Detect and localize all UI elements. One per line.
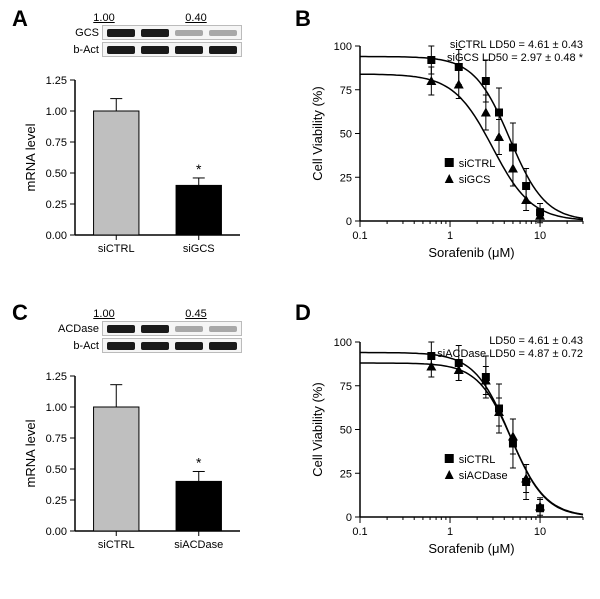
svg-text:siCTRL: siCTRL <box>459 454 496 466</box>
svg-text:mRNA level: mRNA level <box>23 419 38 487</box>
svg-text:siACDase: siACDase <box>459 470 508 482</box>
svg-text:Sorafenib (μM): Sorafenib (μM) <box>428 245 514 260</box>
bar-chart-c: 0.00 0.25 0.50 0.75 1.00 1.25 mRNA level siCTRL… <box>20 366 250 561</box>
svg-text:siCTRL LD50 = 4.61 ± 0.43: siCTRL LD50 = 4.61 ± 0.43 <box>450 39 583 51</box>
blot-c: 1.000.45ACDaseb-Act <box>58 308 242 355</box>
panel-label-d: D <box>295 300 311 326</box>
svg-text:Sorafenib (μM): Sorafenib (μM) <box>428 541 514 556</box>
svg-text:0.00: 0.00 <box>46 526 67 538</box>
svg-text:siGCS: siGCS <box>183 243 215 255</box>
svg-text:LD50 = 4.61 ± 0.43: LD50 = 4.61 ± 0.43 <box>489 335 583 347</box>
svg-text:1: 1 <box>447 230 453 242</box>
svg-text:Cell Viability (%): Cell Viability (%) <box>310 86 325 180</box>
svg-text:0.25: 0.25 <box>46 495 67 507</box>
svg-text:1: 1 <box>447 526 453 538</box>
svg-text:75: 75 <box>340 85 352 97</box>
svg-text:0: 0 <box>346 216 352 228</box>
dose-response-b: 0 25 50 75 100 Cell Viability (%) 0.1 1 10 Sorafe… <box>305 28 595 268</box>
svg-text:0.25: 0.25 <box>46 199 67 211</box>
svg-text:50: 50 <box>340 129 352 141</box>
svg-text:10: 10 <box>534 230 546 242</box>
svg-text:10: 10 <box>534 526 546 538</box>
svg-text:siGCS LD50 = 2.97 ± 0.48 *: siGCS LD50 = 2.97 ± 0.48 * <box>447 52 584 64</box>
svg-text:100: 100 <box>334 337 352 349</box>
svg-text:0.50: 0.50 <box>46 464 67 476</box>
svg-text:siCTRL: siCTRL <box>98 539 135 551</box>
svg-text:0.00: 0.00 <box>46 230 67 242</box>
svg-text:0: 0 <box>346 512 352 524</box>
svg-text:Cell Viability (%): Cell Viability (%) <box>310 382 325 476</box>
svg-text:75: 75 <box>340 381 352 393</box>
svg-text:0.75: 0.75 <box>46 137 67 149</box>
svg-text:0.75: 0.75 <box>46 433 67 445</box>
svg-text:1.25: 1.25 <box>46 371 67 383</box>
svg-text:0.1: 0.1 <box>352 230 367 242</box>
svg-text:0.50: 0.50 <box>46 168 67 180</box>
svg-text:siGCS: siGCS <box>459 174 491 186</box>
svg-text:*: * <box>196 161 202 177</box>
svg-text:25: 25 <box>340 172 352 184</box>
bar-chart-a: 0.00 0.25 0.50 0.75 1.00 1.25 mRNA level siCTRL… <box>20 70 250 265</box>
panel-label-c: C <box>12 300 28 326</box>
dose-response-d: 0 25 50 75 100 Cell Viability (%) 0.1 1 10 Sorafe… <box>305 324 595 564</box>
blot-a: 1.000.40GCSb-Act <box>58 12 242 59</box>
svg-text:siCTRL: siCTRL <box>98 243 135 255</box>
svg-text:siACDase: siACDase <box>174 539 223 551</box>
svg-text:0.1: 0.1 <box>352 526 367 538</box>
svg-text:50: 50 <box>340 425 352 437</box>
svg-text:1.00: 1.00 <box>46 106 67 118</box>
svg-text:25: 25 <box>340 468 352 480</box>
svg-text:1.00: 1.00 <box>46 402 67 414</box>
svg-text:100: 100 <box>334 41 352 53</box>
svg-text:mRNA level: mRNA level <box>23 123 38 191</box>
panel-label-a: A <box>12 6 28 32</box>
svg-text:1.25: 1.25 <box>46 75 67 87</box>
svg-text:*: * <box>196 454 202 470</box>
svg-text:siCTRL: siCTRL <box>459 158 496 170</box>
